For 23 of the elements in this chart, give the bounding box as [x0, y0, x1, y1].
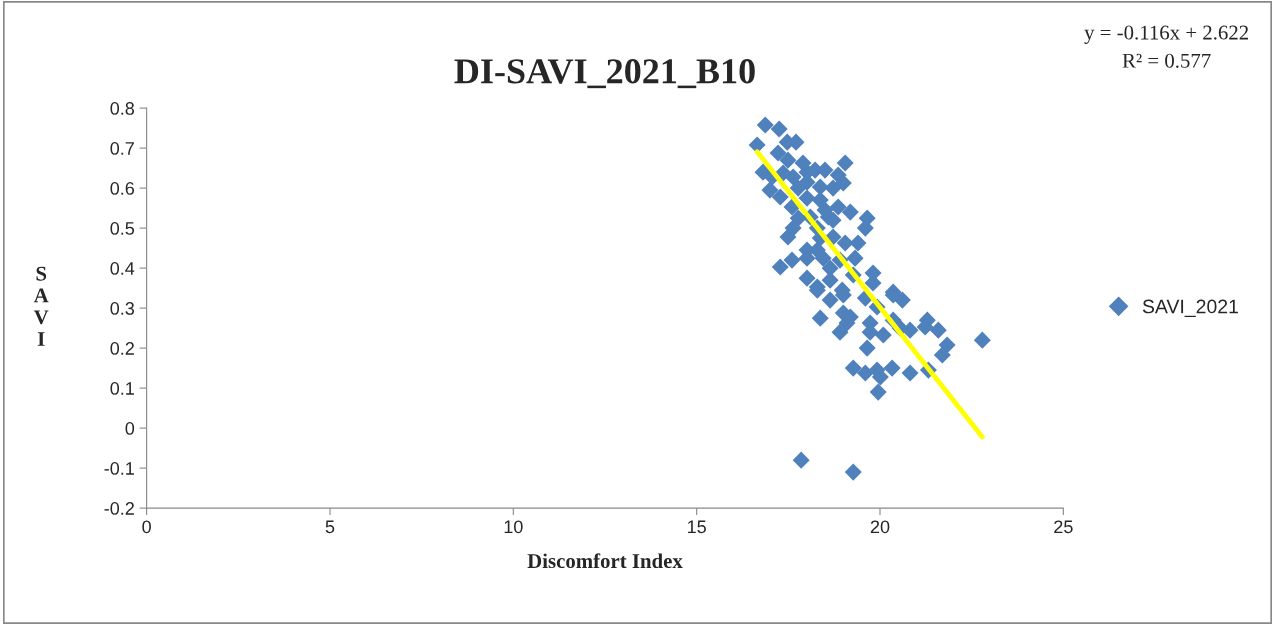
- y-tick-label: -0.1: [104, 462, 134, 475]
- text: y = -0.116x + 2.622: [1084, 25, 1249, 44]
- chart-title: DI-SAVI_2021_B10: [454, 59, 755, 89]
- x-tick-label: 5: [325, 520, 335, 534]
- y-tick-label: 0: [125, 422, 135, 435]
- x-tick-label: 10: [504, 520, 523, 534]
- y-tick-label: 0.2: [110, 342, 134, 355]
- x-tick-label: 0: [142, 520, 151, 534]
- x-tick-label: 25: [1054, 520, 1073, 534]
- legend-label: SAVI_2021: [1142, 299, 1238, 318]
- y-tick-label: 0.5: [110, 222, 135, 235]
- y-tick-label: 0.3: [110, 302, 135, 315]
- text: R² = 0.577: [1122, 53, 1211, 68]
- y-tick-label: 0.8: [110, 102, 135, 115]
- y-axis-title: SAVI: [33, 266, 49, 346]
- x-axis-title: Discomfort Index: [527, 553, 683, 569]
- y-tick-label: 0.1: [110, 382, 134, 395]
- x-tick-label: 15: [688, 520, 706, 534]
- y-tick-label: 0.4: [110, 262, 135, 275]
- x-tick-label: 20: [870, 520, 890, 534]
- y-tick-label: 0.6: [110, 182, 135, 195]
- y-tick-label: -0.2: [104, 502, 134, 515]
- y-tick-label: 0.7: [110, 142, 134, 155]
